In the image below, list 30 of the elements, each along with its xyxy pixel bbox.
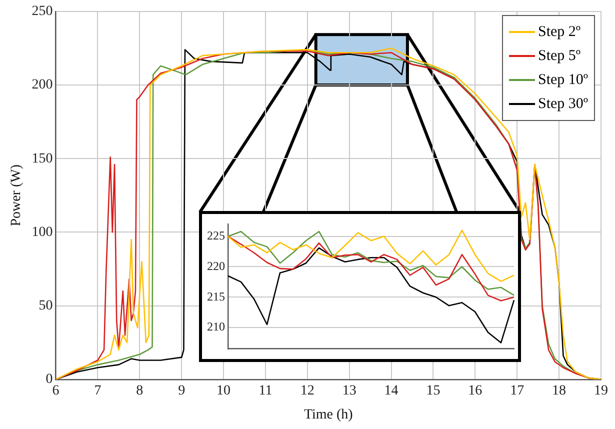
x-tick-label: 13 — [342, 383, 356, 398]
x-tick-label: 19 — [594, 383, 608, 398]
x-tick-label: 12 — [300, 383, 314, 398]
y-tick-label: 225 — [207, 228, 225, 243]
y-tick-label: 215 — [207, 289, 225, 304]
legend-label: Step 30º — [538, 95, 588, 114]
x-tick-label: 16 — [468, 383, 482, 398]
y-tick-label: 0 — [46, 372, 53, 388]
legend-label: Step 10º — [538, 71, 588, 90]
y-tick-label: 250 — [32, 4, 53, 20]
x-tick-label: 17 — [510, 383, 524, 398]
x-tick-label: 6 — [52, 383, 60, 398]
x-tick-label: 14 — [384, 383, 398, 398]
legend-label: Step 5º — [538, 47, 581, 66]
x-tick-label: 11 — [258, 383, 272, 398]
y-tick-label: 220 — [207, 258, 225, 273]
y-tick-label: 200 — [32, 78, 53, 93]
x-axis-title: Time (h) — [304, 407, 354, 422]
y-axis-title: Power (W) — [9, 164, 24, 226]
x-tick-label: 8 — [136, 383, 144, 398]
y-tick-label: 150 — [32, 151, 53, 166]
x-tick-label: 7 — [94, 383, 102, 398]
x-tick-label: 15 — [426, 383, 440, 398]
x-tick-label: 9 — [178, 383, 186, 398]
legend-label: Step 2º — [538, 23, 581, 42]
y-tick-label: 50 — [38, 298, 53, 314]
y-tick-label: 100 — [32, 224, 53, 240]
x-tick-label: 10 — [216, 383, 231, 398]
y-tick-label: 210 — [207, 320, 225, 334]
x-tick-label: 18 — [552, 383, 566, 398]
